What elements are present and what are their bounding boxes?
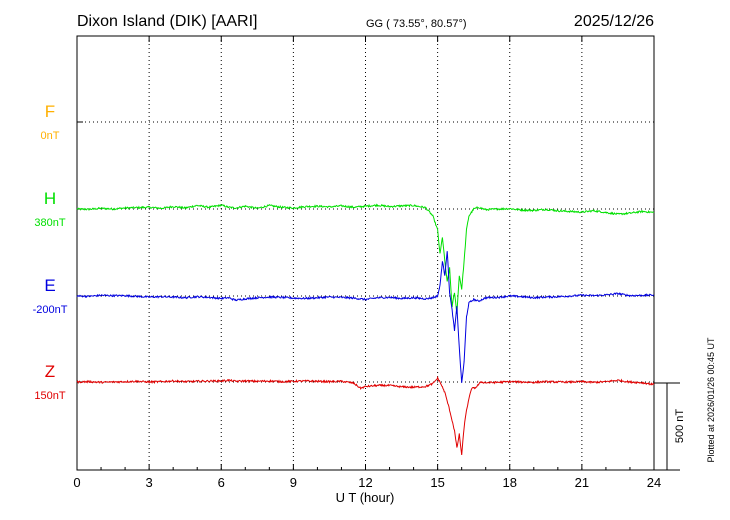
x-tick-label: 12 [358, 475, 372, 490]
series-baseline-f: 0nT [41, 130, 60, 142]
series-label-f: F [45, 102, 55, 121]
x-axis-label: U T (hour) [336, 490, 395, 505]
x-tick-label: 24 [647, 475, 661, 490]
x-tick-label: 21 [575, 475, 589, 490]
scale-bar: 500 nT [654, 382, 686, 471]
x-tick-label: 3 [146, 475, 153, 490]
series-label-h: H [44, 189, 56, 208]
series-label-z: Z [45, 362, 55, 381]
x-tick-label: 0 [73, 475, 80, 490]
plotted-note: Plotted at 2026/01/26 00:45 UT [706, 337, 716, 463]
data-curves [76, 203, 655, 456]
series-line-z [76, 375, 655, 456]
series-label-e: E [44, 276, 55, 295]
x-tick-label: 9 [290, 475, 297, 490]
series-baseline-h: 380nT [34, 217, 65, 229]
x-tick-label: 18 [503, 475, 517, 490]
grid [77, 36, 654, 470]
x-axis-ticks: 0 3 6 9 12 15 18 21 24 [73, 36, 661, 490]
station-title: Dixon Island (DIK) [AARI] [77, 13, 258, 30]
coordinates-label: GG ( 73.55°, 80.57°) [366, 18, 467, 30]
series-baseline-e: -200nT [33, 304, 68, 316]
series-line-h [76, 203, 655, 314]
date-label: 2025/12/26 [574, 13, 654, 30]
series-baseline-z: 150nT [34, 390, 65, 402]
scale-bar-label: 500 nT [674, 409, 686, 444]
x-tick-label: 15 [430, 475, 444, 490]
series-labels: F 0nT H 380nT E -200nT Z 150nT [33, 102, 68, 402]
series-line-e [76, 251, 655, 383]
x-tick-label: 6 [218, 475, 225, 490]
